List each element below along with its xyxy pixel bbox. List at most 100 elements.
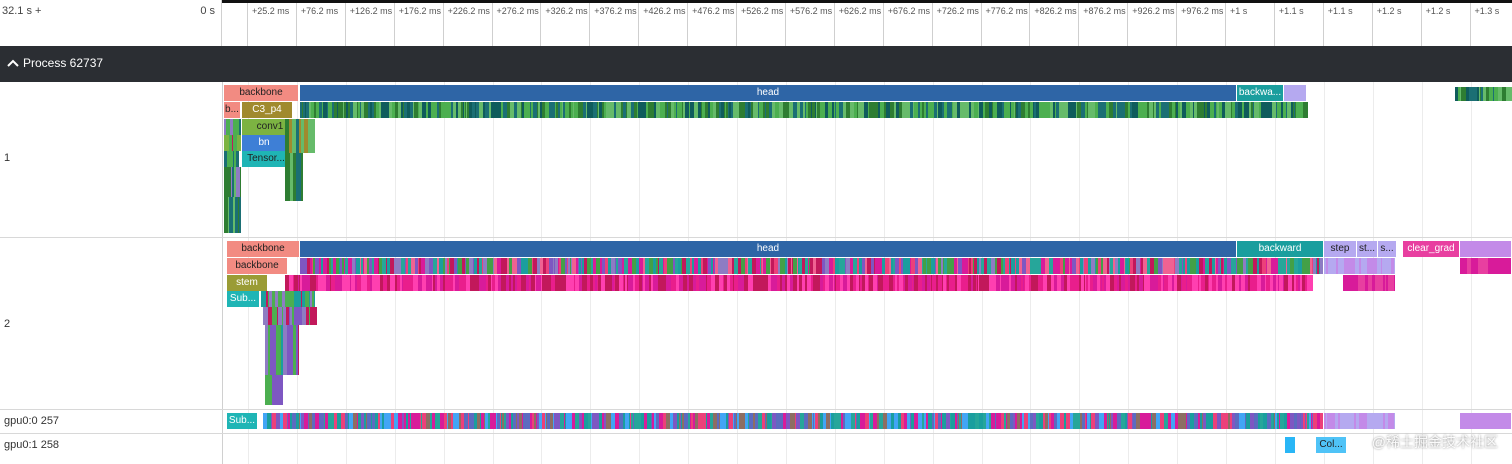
slice-activity[interactable] xyxy=(651,275,653,291)
slice-activity[interactable] xyxy=(521,102,522,118)
slice-activity[interactable] xyxy=(413,413,416,429)
slice-activity[interactable] xyxy=(302,258,305,274)
slice-activity[interactable] xyxy=(653,258,656,274)
slice-activity[interactable] xyxy=(281,325,283,375)
slice-activity[interactable] xyxy=(774,258,778,274)
slice-activity[interactable] xyxy=(454,275,455,291)
slice-activity[interactable] xyxy=(979,413,983,429)
slice-activity[interactable] xyxy=(440,413,444,429)
slice-activity[interactable] xyxy=(1306,258,1310,274)
slice-activity[interactable] xyxy=(230,119,233,135)
slice-activity[interactable] xyxy=(895,275,897,291)
slice-activity[interactable] xyxy=(979,258,981,274)
slice-activity[interactable] xyxy=(233,119,237,135)
slice-activity[interactable] xyxy=(1067,102,1068,118)
slice-activity[interactable] xyxy=(410,413,411,429)
slice-activity[interactable] xyxy=(1317,413,1320,429)
slice-activity[interactable] xyxy=(798,258,799,274)
slice-activity[interactable] xyxy=(1265,102,1268,118)
slice-activity[interactable] xyxy=(512,258,513,274)
slice-activity[interactable] xyxy=(293,325,295,375)
slice-activity[interactable] xyxy=(1259,258,1262,274)
slice-activity[interactable] xyxy=(1089,258,1091,274)
slice-activity[interactable] xyxy=(1091,102,1095,118)
slice-activity[interactable] xyxy=(1493,87,1494,101)
slice-activity[interactable] xyxy=(575,413,579,429)
slice-activity[interactable] xyxy=(1278,258,1282,274)
slice-activity[interactable] xyxy=(811,275,813,291)
slice-activity[interactable] xyxy=(277,307,278,325)
slice-activity[interactable] xyxy=(416,413,420,429)
slice-activity[interactable] xyxy=(1021,102,1025,118)
slice-activity[interactable] xyxy=(445,275,449,291)
slice-activity[interactable] xyxy=(1194,258,1195,274)
track-lane[interactable]: Col... xyxy=(222,434,1512,464)
slice-activity[interactable] xyxy=(726,413,728,429)
slice-activity[interactable] xyxy=(951,102,952,118)
slice-activity[interactable] xyxy=(793,413,795,429)
slice-activity[interactable] xyxy=(312,119,315,153)
slice-activity[interactable] xyxy=(370,102,372,118)
slice-activity[interactable] xyxy=(1160,413,1164,429)
slice-activity[interactable] xyxy=(775,102,779,118)
slice-activity[interactable] xyxy=(663,413,666,429)
slice-activity[interactable] xyxy=(1388,413,1390,429)
slice-activity[interactable] xyxy=(591,258,592,274)
slice-activity[interactable] xyxy=(1253,258,1257,274)
slice-activity[interactable] xyxy=(894,102,896,118)
slice-activity[interactable] xyxy=(742,275,744,291)
slice-activity[interactable] xyxy=(623,102,626,118)
thread-track-2[interactable]: 2 backbone head backward step st... s...… xyxy=(0,238,1512,410)
slice-activity[interactable] xyxy=(466,275,470,291)
slice-activity[interactable] xyxy=(637,102,638,118)
slice-activity[interactable] xyxy=(526,275,529,291)
slice-activity[interactable] xyxy=(487,258,490,274)
slice-activity[interactable] xyxy=(1265,275,1266,291)
slice-activity[interactable] xyxy=(1054,413,1057,429)
slice-activity[interactable] xyxy=(1387,275,1388,291)
slice-activity[interactable] xyxy=(509,275,511,291)
slice-activity[interactable] xyxy=(659,258,663,274)
slice-activity[interactable] xyxy=(690,413,691,429)
slice-activity[interactable] xyxy=(495,275,498,291)
slice-activity[interactable] xyxy=(353,102,357,118)
slice-activity[interactable] xyxy=(786,413,790,429)
slice-activity[interactable] xyxy=(703,258,707,274)
slice-activity[interactable] xyxy=(1283,275,1284,291)
slice-activity[interactable] xyxy=(1253,102,1254,118)
slice-activity[interactable] xyxy=(437,275,440,291)
slice-activity[interactable] xyxy=(464,413,468,429)
slice-activity[interactable] xyxy=(699,275,702,291)
slice-activity[interactable] xyxy=(321,258,323,274)
slice-activity[interactable] xyxy=(265,307,268,325)
slice-activity[interactable] xyxy=(535,275,536,291)
slice-activity[interactable] xyxy=(1506,87,1510,101)
slice-activity[interactable] xyxy=(616,102,617,118)
slice-activity[interactable] xyxy=(233,197,235,233)
slice-activity[interactable] xyxy=(1104,413,1107,429)
slice-activity[interactable] xyxy=(1194,413,1198,429)
slice-activity[interactable] xyxy=(977,275,978,291)
slice-activity[interactable] xyxy=(1202,275,1205,291)
slice-activity[interactable] xyxy=(815,275,819,291)
slice-activity[interactable] xyxy=(884,102,886,118)
slice-activity[interactable] xyxy=(285,275,289,291)
slice-activity[interactable] xyxy=(490,413,493,429)
slice-activity[interactable] xyxy=(1049,413,1051,429)
slice-activity[interactable] xyxy=(1377,413,1381,429)
slice-activity[interactable] xyxy=(693,275,696,291)
slice-activity[interactable] xyxy=(745,258,747,274)
slice-activity[interactable] xyxy=(397,102,398,118)
slice-activity[interactable] xyxy=(370,275,372,291)
slice-activity[interactable] xyxy=(993,102,997,118)
slice-activity[interactable] xyxy=(1024,275,1025,291)
slice-activity[interactable] xyxy=(677,102,679,118)
slice-activity[interactable] xyxy=(978,102,979,118)
slice-activity[interactable] xyxy=(1143,258,1147,274)
slice-activity[interactable] xyxy=(1088,275,1090,291)
slice-activity[interactable] xyxy=(771,258,774,274)
slice-activity[interactable] xyxy=(338,102,340,118)
slice-activity[interactable] xyxy=(876,102,878,118)
slice-activity[interactable] xyxy=(565,413,566,429)
slice-activity[interactable] xyxy=(992,102,993,118)
